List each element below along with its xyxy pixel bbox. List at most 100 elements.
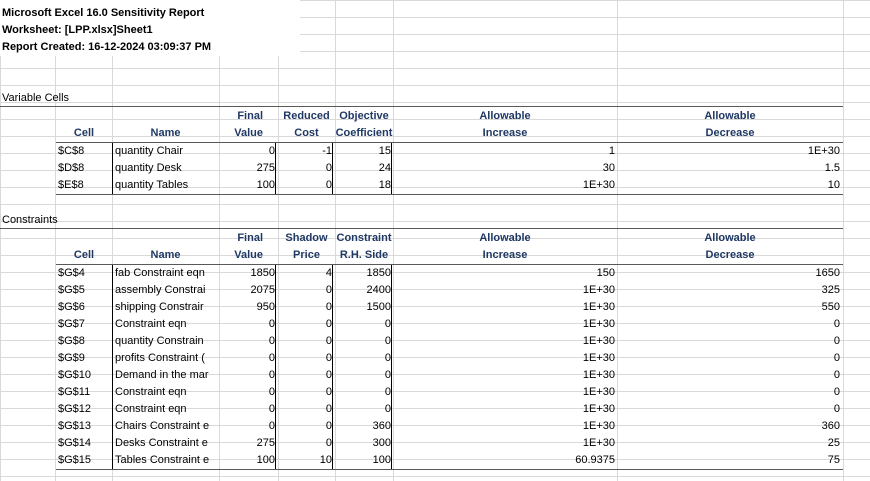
cell-name[interactable]: Tables Constraint e	[112, 452, 219, 469]
cell-allowable-decrease[interactable]: 25	[827, 437, 840, 449]
header-col3[interactable]: Cost	[294, 127, 319, 139]
cell-name[interactable]: Demand in the mar	[112, 367, 219, 384]
cell-address[interactable]: $G$6	[58, 301, 85, 313]
cell-name[interactable]: quantity Tables	[112, 177, 219, 194]
cell-name[interactable]: quantity Constrain	[112, 333, 219, 350]
cell-final-value[interactable]: 2075	[221, 282, 276, 299]
cell-allowable-increase[interactable]: 1E+30	[582, 352, 615, 364]
report-worksheet[interactable]: Worksheet: [LPP.xlsx]Sheet1	[2, 24, 153, 36]
cell-allowable-decrease[interactable]: 75	[827, 454, 840, 466]
cell-address[interactable]: $G$14	[58, 437, 92, 449]
cell-address[interactable]: $G$9	[58, 352, 85, 364]
cell-col3-value[interactable]: 0	[280, 299, 333, 316]
variable-cells-section-label[interactable]: Variable Cells	[2, 92, 70, 104]
cell-col3-value[interactable]: 10	[280, 452, 333, 469]
header-value[interactable]: Value	[234, 249, 263, 261]
cell-allowable-decrease[interactable]: 360	[821, 420, 840, 432]
cell-allowable-decrease[interactable]: 0	[833, 335, 840, 347]
cell-name[interactable]: quantity Desk	[112, 160, 219, 177]
cell-allowable-decrease[interactable]: 0	[833, 352, 840, 364]
cell-col4-value[interactable]: 0	[337, 333, 392, 350]
header-increase[interactable]: Increase	[482, 127, 528, 139]
cell-allowable-decrease[interactable]: 325	[821, 284, 840, 296]
cell-allowable-increase[interactable]: 1E+30	[582, 179, 615, 191]
header-cell[interactable]: Cell	[73, 127, 95, 139]
cell-col4-value[interactable]: 0	[337, 401, 392, 418]
cell-allowable-increase[interactable]: 1E+30	[582, 301, 615, 313]
cell-col3-value[interactable]: 0	[280, 401, 333, 418]
cell-allowable-increase[interactable]: 30	[602, 162, 615, 174]
cell-final-value[interactable]: 100	[221, 177, 276, 194]
cell-address[interactable]: $G$13	[58, 420, 92, 432]
header-name[interactable]: Name	[150, 249, 181, 261]
constraints-section-label[interactable]: Constraints	[2, 214, 58, 226]
cell-col3-value[interactable]: 0	[280, 418, 333, 435]
cell-col4-value[interactable]: 0	[337, 350, 392, 367]
cell-address[interactable]: $G$10	[58, 369, 92, 381]
cell-allowable-decrease[interactable]: 0	[833, 403, 840, 415]
cell-final-value[interactable]: 0	[221, 316, 276, 333]
cell-allowable-decrease[interactable]: 0	[833, 318, 840, 330]
cell-allowable-decrease[interactable]: 550	[821, 301, 840, 313]
cell-allowable-increase[interactable]: 1E+30	[582, 386, 615, 398]
report-title[interactable]: Microsoft Excel 16.0 Sensitivity Report	[2, 7, 205, 19]
cell-col4-value[interactable]: 18	[337, 177, 392, 194]
header-increase[interactable]: Increase	[482, 249, 528, 261]
cell-final-value[interactable]: 0	[221, 143, 276, 160]
cell-name[interactable]: Constraint eqn	[112, 384, 219, 401]
cell-allowable-increase[interactable]: 1E+30	[582, 335, 615, 347]
cell-name[interactable]: Constraint eqn	[112, 401, 219, 418]
report-created[interactable]: Report Created: 16-12-2024 03:09:37 PM	[2, 41, 212, 53]
cell-allowable-decrease[interactable]: 1.5	[824, 162, 840, 174]
cell-final-value[interactable]: 1850	[221, 265, 276, 282]
header-final[interactable]: Final	[237, 110, 263, 122]
cell-allowable-increase[interactable]: 150	[596, 267, 615, 279]
cell-col4-value[interactable]: 1850	[337, 265, 392, 282]
header-col4[interactable]: Coefficient	[335, 127, 393, 139]
cell-address[interactable]: $G$8	[58, 335, 85, 347]
cell-col3-value[interactable]: -1	[280, 143, 333, 160]
cell-allowable-increase[interactable]: 60.9375	[575, 454, 615, 466]
cell-allowable-increase[interactable]: 1E+30	[582, 369, 615, 381]
cell-address[interactable]: $E$8	[58, 179, 84, 191]
header-col4[interactable]: Constraint	[336, 232, 392, 244]
cell-col4-value[interactable]: 2400	[337, 282, 392, 299]
cell-col4-value[interactable]: 0	[337, 367, 392, 384]
cell-final-value[interactable]: 0	[221, 333, 276, 350]
cell-name[interactable]: profits Constraint (	[112, 350, 219, 367]
cell-col4-value[interactable]: 24	[337, 160, 392, 177]
cell-allowable-decrease[interactable]: 0	[833, 369, 840, 381]
cell-allowable-increase[interactable]: 1E+30	[582, 318, 615, 330]
cell-col4-value[interactable]: 1500	[337, 299, 392, 316]
cell-col3-value[interactable]: 0	[280, 282, 333, 299]
cell-final-value[interactable]: 0	[221, 350, 276, 367]
header-decrease[interactable]: Decrease	[705, 127, 755, 139]
header-increase[interactable]: Allowable	[479, 110, 531, 122]
header-col4[interactable]: R.H. Side	[339, 249, 389, 261]
cell-final-value[interactable]: 275	[221, 160, 276, 177]
cell-col4-value[interactable]: 100	[337, 452, 392, 469]
cell-name[interactable]: shipping Constrair	[112, 299, 219, 316]
cell-final-value[interactable]: 950	[221, 299, 276, 316]
cell-final-value[interactable]: 275	[221, 435, 276, 452]
header-decrease[interactable]: Allowable	[704, 110, 756, 122]
cell-address[interactable]: $G$7	[58, 318, 85, 330]
cell-col4-value[interactable]: 15	[337, 143, 392, 160]
cell-name[interactable]: Chairs Constraint e	[112, 418, 219, 435]
cell-final-value[interactable]: 0	[221, 401, 276, 418]
cell-address[interactable]: $G$11	[58, 386, 91, 398]
cell-allowable-decrease[interactable]: 1E+30	[807, 145, 840, 157]
header-increase[interactable]: Allowable	[479, 232, 531, 244]
header-value[interactable]: Value	[234, 127, 263, 139]
cell-final-value[interactable]: 0	[221, 384, 276, 401]
cell-col4-value[interactable]: 0	[337, 384, 392, 401]
cell-address[interactable]: $G$15	[58, 454, 92, 466]
cell-col4-value[interactable]: 0	[337, 316, 392, 333]
cell-col3-value[interactable]: 4	[280, 265, 333, 282]
cell-allowable-decrease[interactable]: 10	[827, 179, 840, 191]
cell-col3-value[interactable]: 0	[280, 316, 333, 333]
cell-allowable-decrease[interactable]: 1650	[815, 267, 840, 279]
cell-allowable-increase[interactable]: 1	[608, 145, 615, 157]
header-cell[interactable]: Cell	[73, 249, 95, 261]
cell-col3-value[interactable]: 0	[280, 160, 333, 177]
